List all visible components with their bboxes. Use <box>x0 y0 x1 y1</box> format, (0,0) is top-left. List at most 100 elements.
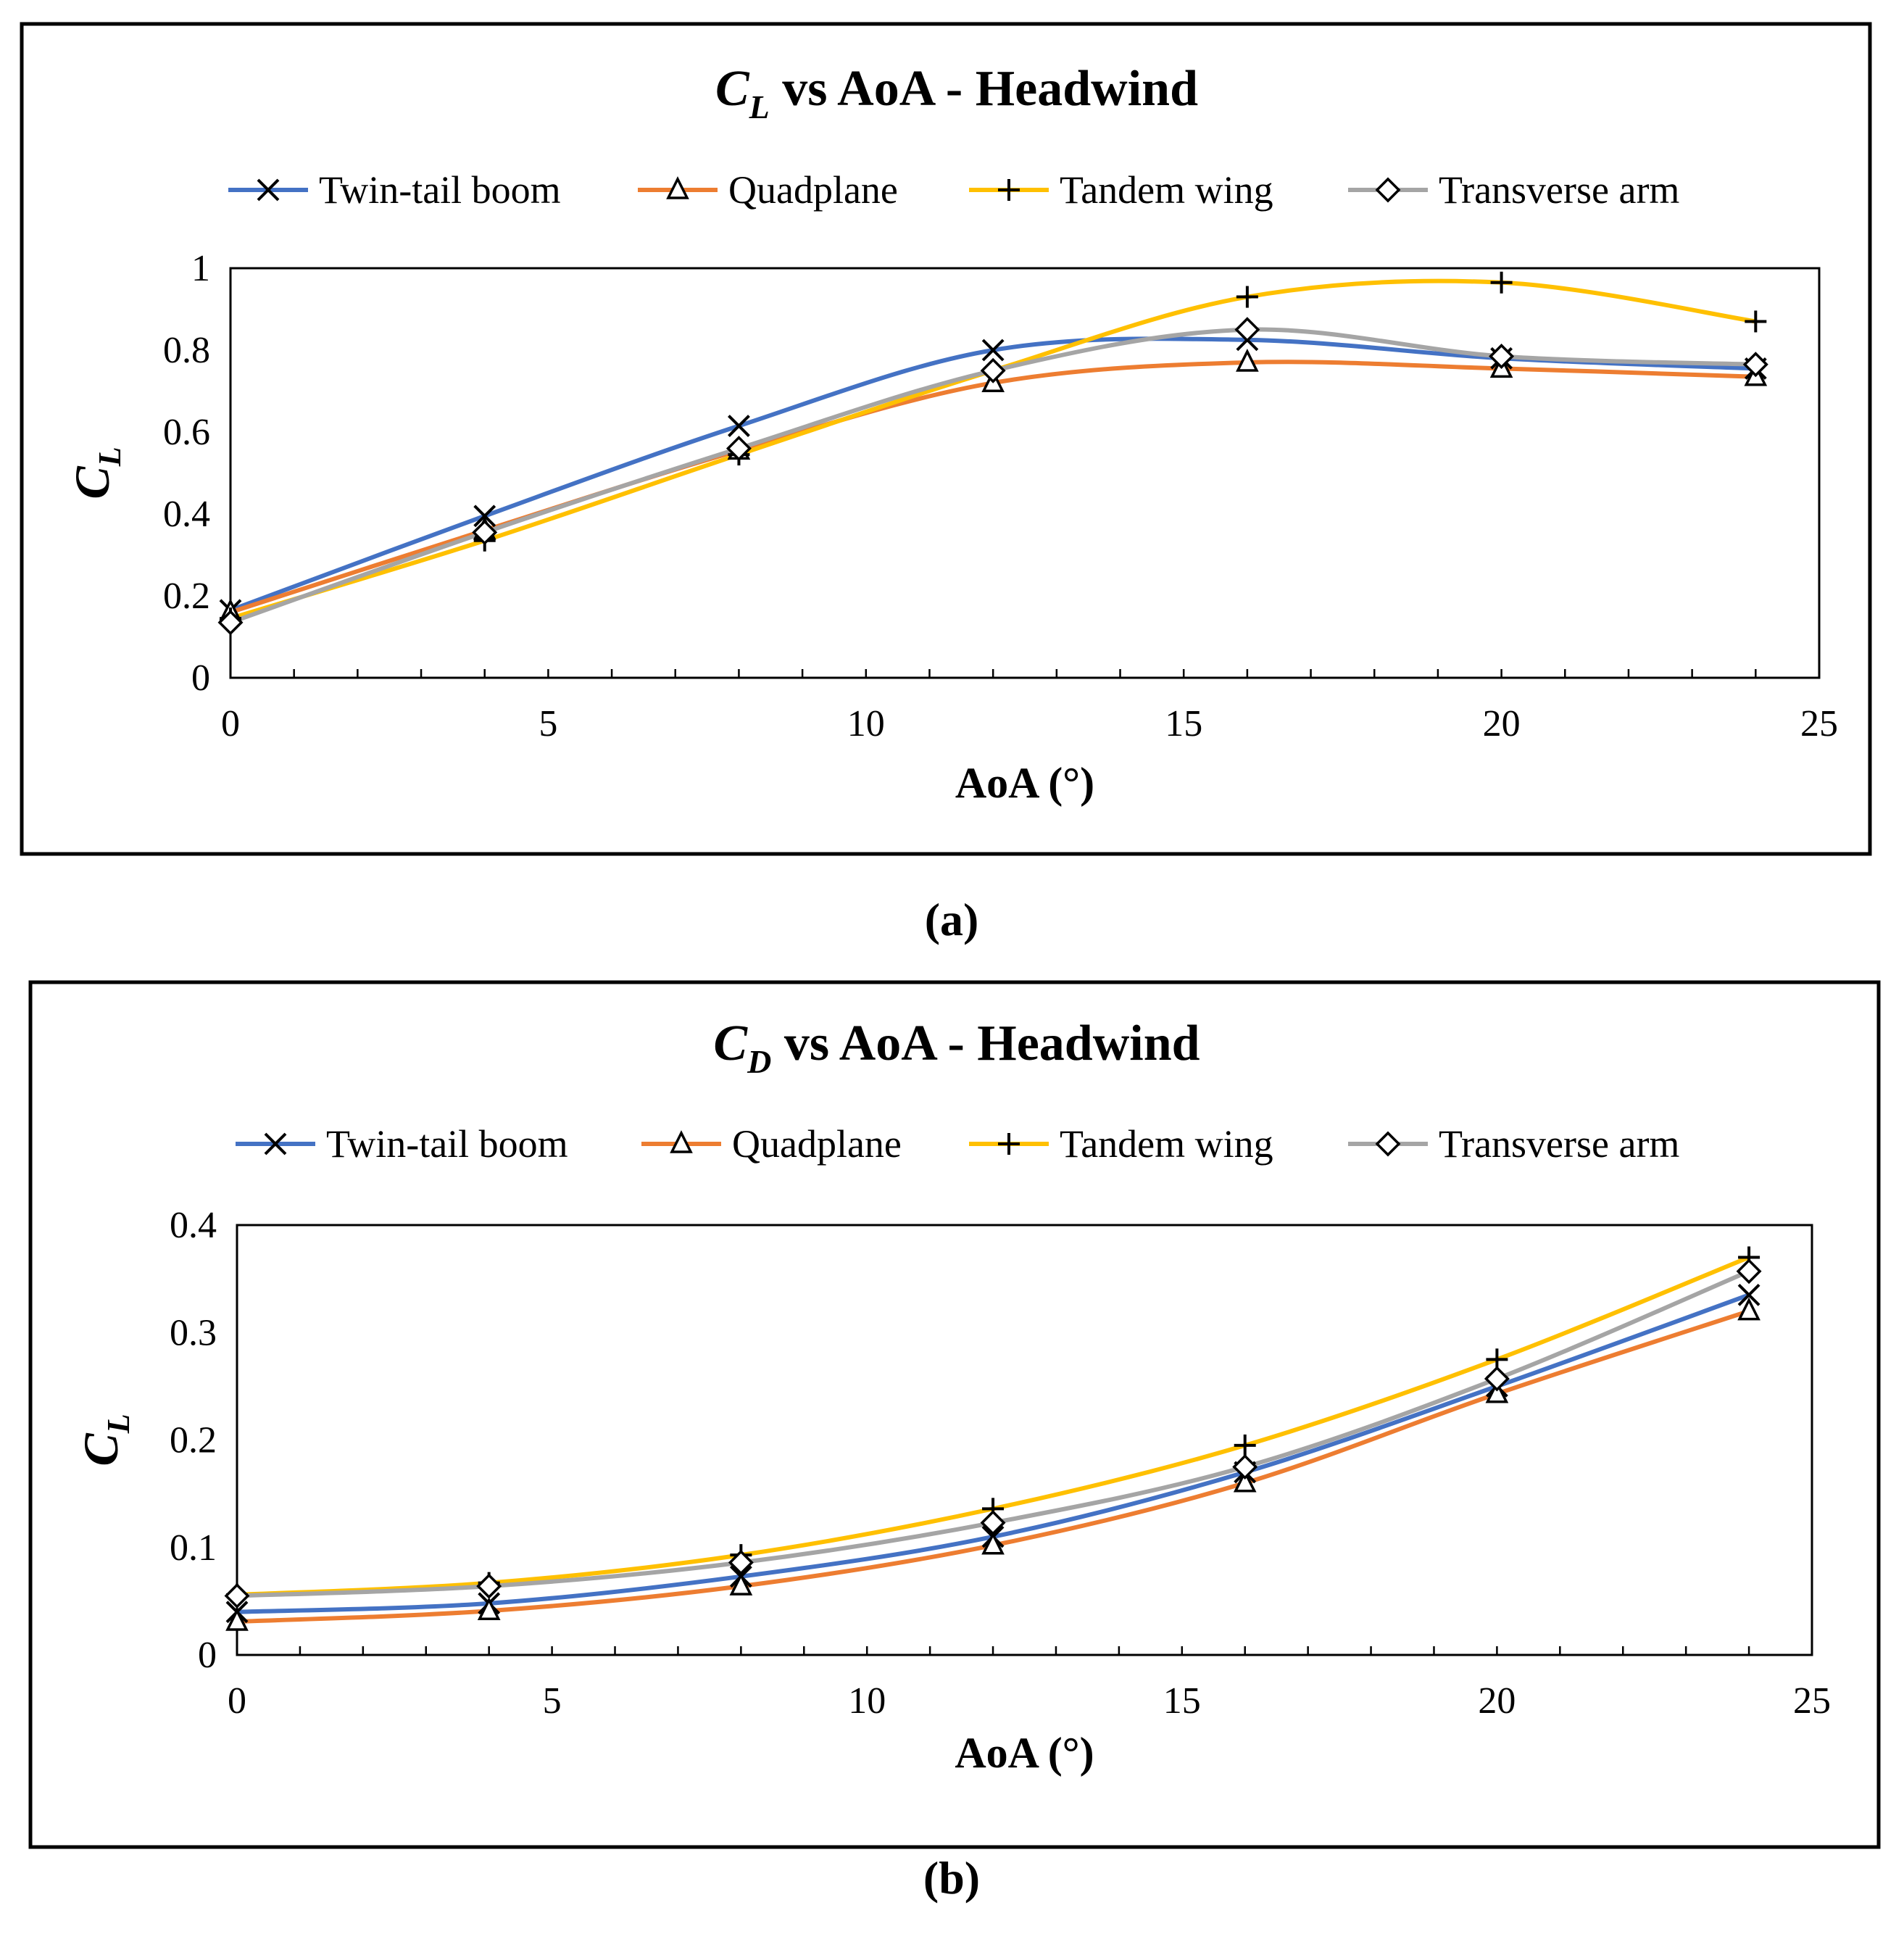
panel-label: (b) <box>923 1852 980 1904</box>
y-tick-label: 0.8 <box>163 330 210 371</box>
x-axis-label: AoA (°) <box>955 759 1094 807</box>
legend-marker-triangle-icon <box>670 1130 693 1153</box>
legend-label: Quadplane <box>732 1122 902 1166</box>
chart-title-subscript: D <box>747 1043 771 1080</box>
data-point <box>1234 317 1260 343</box>
legend-label: Tandem wing <box>1060 168 1273 212</box>
data-point <box>473 505 496 528</box>
data-point <box>1490 271 1513 294</box>
plot-area <box>229 267 1821 679</box>
data-point <box>981 339 1005 362</box>
legend-marker-plus-icon <box>998 1133 1020 1155</box>
data-point <box>1485 1379 1509 1403</box>
data-point <box>729 1572 753 1595</box>
data-point <box>1236 349 1259 372</box>
data-point <box>225 1608 249 1631</box>
x-tick-label: 15 <box>1163 1680 1201 1722</box>
legend-item: Tandem wing <box>969 1122 1273 1166</box>
y-tick-label: 0.1 <box>170 1527 217 1569</box>
legend-item: Transverse arm <box>1348 1122 1679 1166</box>
legend-marker-x-icon <box>264 1132 287 1155</box>
legend-item: Transverse arm <box>1348 168 1679 212</box>
data-point <box>224 1582 250 1609</box>
plot-area <box>236 1224 1813 1656</box>
y-tick-label: 0.3 <box>170 1312 217 1353</box>
y-axis-label-symbol: C <box>65 466 120 499</box>
data-point <box>980 357 1006 383</box>
legend-label: Transverse arm <box>1439 168 1679 212</box>
data-point <box>981 1531 1005 1555</box>
x-tick-label: 15 <box>1165 703 1202 744</box>
y-axis-label-subscript: L <box>92 447 128 467</box>
legend-marker-triangle-icon <box>666 176 689 199</box>
x-tick-label: 20 <box>1483 703 1521 744</box>
data-point <box>1236 286 1258 308</box>
data-point <box>1234 1434 1256 1456</box>
y-tick-label: 0 <box>191 657 210 699</box>
y-tick-label: 0.6 <box>163 412 210 453</box>
legend-label: Quadplane <box>728 168 898 212</box>
data-point <box>1233 1469 1257 1493</box>
data-point <box>1232 1454 1258 1480</box>
legend-label: Transverse arm <box>1439 1122 1679 1166</box>
data-point <box>1736 1258 1762 1285</box>
data-point <box>726 436 752 462</box>
chart-title-symbol: C <box>713 1016 748 1071</box>
x-tick-label: 5 <box>543 1680 562 1722</box>
legend: Twin-tail boom Quadplane Tandem wing Transv… <box>236 1122 1679 1166</box>
legend-item: Quadplane <box>638 168 898 212</box>
y-axis-label-subscript: L <box>101 1414 136 1434</box>
panel-label: (a) <box>925 894 979 945</box>
x-tick-label: 25 <box>1793 1680 1831 1722</box>
legend-marker-diamond-icon <box>1375 177 1401 203</box>
legend-item: Twin-tail boom <box>228 168 561 212</box>
data-point <box>476 1573 502 1599</box>
y-axis-label: CL <box>65 447 128 499</box>
legend-marker-plus-icon <box>998 179 1020 201</box>
y-tick-label: 0.4 <box>170 1205 217 1246</box>
chart-frame <box>28 980 1881 1849</box>
legend-marker-x-icon <box>257 178 280 202</box>
data-point <box>1745 310 1767 333</box>
y-tick-label: 0.4 <box>163 494 210 535</box>
legend-label: Twin-tail boom <box>319 168 561 212</box>
x-tick-label: 10 <box>847 703 885 744</box>
legend-item: Twin-tail boom <box>236 1122 568 1166</box>
legend-label: Tandem wing <box>1060 1122 1273 1166</box>
y-tick-label: 0.2 <box>170 1420 217 1461</box>
chart-title: CL vs AoA - Headwind <box>715 61 1198 125</box>
y-axis-label-symbol: C <box>73 1433 128 1466</box>
x-tick-label: 20 <box>1478 1680 1516 1722</box>
x-tick-label: 5 <box>539 703 557 744</box>
chart-title-text: vs AoA - Headwind <box>770 61 1198 117</box>
x-tick-label: 0 <box>221 703 240 744</box>
y-tick-label: 1 <box>191 248 210 289</box>
legend-item: Quadplane <box>641 1122 902 1166</box>
y-tick-label: 0 <box>198 1635 217 1676</box>
y-axis-label: CL <box>73 1414 136 1466</box>
x-tick-label: 0 <box>228 1680 246 1722</box>
chart-frame <box>20 22 1872 856</box>
x-tick-label: 25 <box>1800 703 1838 744</box>
legend-label: Twin-tail boom <box>326 1122 568 1166</box>
chart-title: CD vs AoA - Headwind <box>713 1016 1200 1080</box>
data-point <box>728 415 750 437</box>
legend-marker-diamond-icon <box>1375 1131 1401 1157</box>
y-tick-label: 0.2 <box>163 576 210 617</box>
data-point <box>980 1510 1006 1536</box>
legend: Twin-tail boom Quadplane Tandem wing Transv… <box>228 168 1679 212</box>
data-point <box>1484 1366 1510 1392</box>
chart-title-symbol: C <box>715 61 750 117</box>
x-tick-label: 10 <box>848 1680 886 1722</box>
chart-title-text: vs AoA - Headwind <box>771 1016 1200 1071</box>
legend-item: Tandem wing <box>969 168 1273 212</box>
data-point <box>1737 1297 1760 1321</box>
data-point <box>472 519 498 545</box>
data-point <box>217 610 244 636</box>
data-point <box>1742 352 1768 378</box>
data-point <box>1489 344 1515 369</box>
data-point <box>1737 1283 1760 1306</box>
data-point <box>477 1597 501 1620</box>
